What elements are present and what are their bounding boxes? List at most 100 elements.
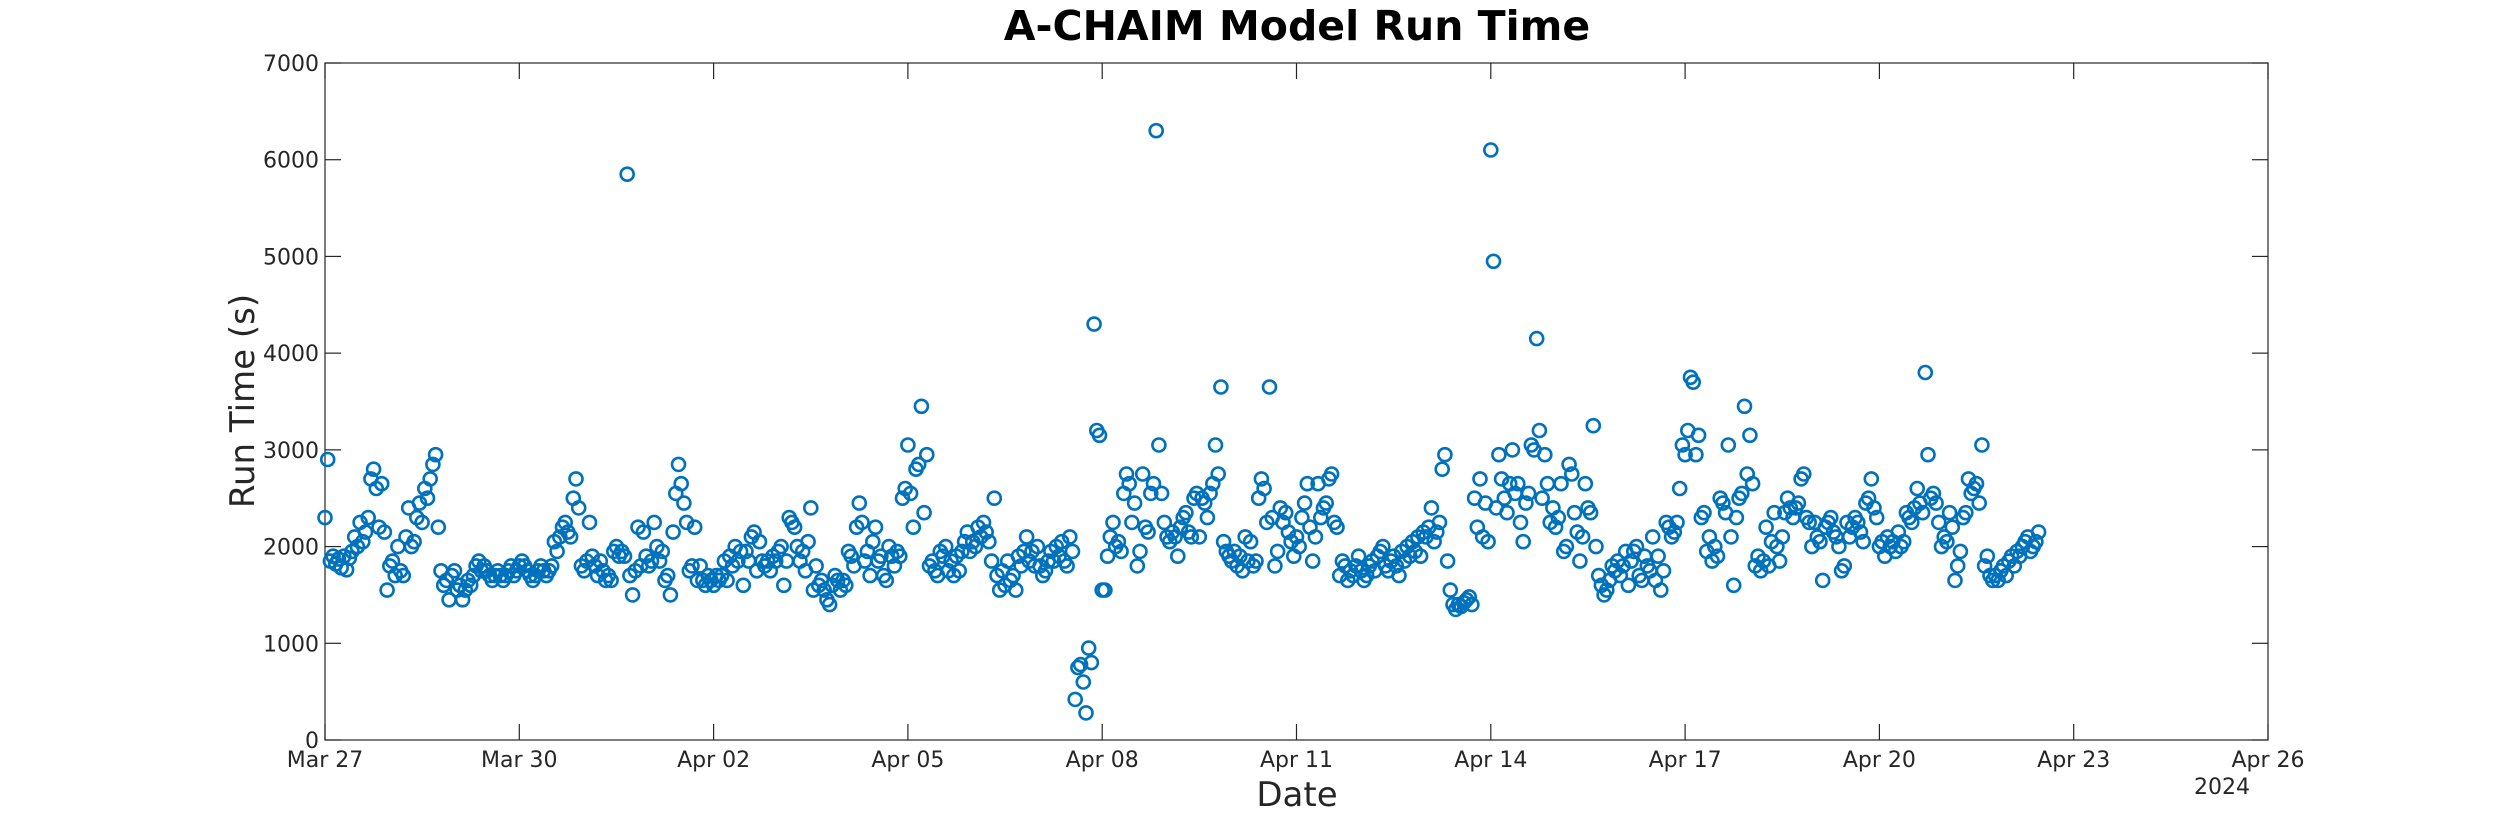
- data-point: [775, 577, 792, 594]
- y-tick-label: 0: [305, 729, 319, 754]
- data-point: [1958, 504, 1974, 521]
- data-point: [646, 514, 663, 531]
- data-point: [773, 538, 789, 555]
- data-point: [1553, 475, 1569, 492]
- x-tick-label: Apr 17: [1649, 748, 1722, 773]
- data-point: [983, 553, 1000, 569]
- data-point: [1928, 495, 1944, 511]
- data-point: [1895, 533, 1912, 550]
- data-point: [659, 567, 676, 584]
- data-point: [1917, 364, 1934, 381]
- data-point: [1472, 471, 1488, 487]
- y-axis: 0 1000 2000 3000 4000 5000 6000 7000: [263, 52, 2268, 754]
- data-point: [635, 524, 652, 540]
- data-point: [1126, 495, 1143, 511]
- data-point: [1329, 519, 1345, 536]
- data-point: [1067, 691, 1083, 708]
- data-point: [1941, 504, 1958, 521]
- data-point: [1696, 504, 1712, 521]
- data-point: [354, 533, 371, 550]
- data-point: [1269, 543, 1286, 560]
- data-point: [1939, 533, 1955, 550]
- data-point: [1628, 538, 1645, 555]
- data-point: [419, 490, 436, 507]
- data-point: [1836, 558, 1853, 574]
- data-point: [816, 582, 833, 598]
- data-point: [1550, 509, 1567, 526]
- data-point: [1215, 533, 1232, 550]
- data-point: [1213, 379, 1229, 395]
- data-point: [678, 514, 695, 531]
- data-point: [422, 471, 439, 487]
- data-point: [891, 548, 908, 565]
- data-point: [1461, 589, 1477, 605]
- data-point: [427, 446, 444, 463]
- data-point: [1547, 519, 1564, 536]
- data-point: [1288, 529, 1305, 545]
- data-point: [549, 543, 565, 560]
- data-point: [1558, 538, 1575, 555]
- data-point: [1725, 577, 1742, 594]
- data-point: [1685, 374, 1701, 391]
- data-point: [851, 495, 868, 511]
- data-point: [662, 587, 679, 603]
- data-point: [1140, 524, 1156, 540]
- data-point: [1439, 553, 1456, 569]
- data-point: [1585, 417, 1602, 434]
- x-tick-label: Mar 30: [481, 748, 558, 773]
- data-point: [1018, 529, 1035, 545]
- data-point: [867, 519, 884, 536]
- data-point: [1296, 495, 1313, 511]
- data-point: [1720, 437, 1737, 453]
- x-tick-label: Apr 02: [677, 748, 750, 773]
- data-point: [1207, 437, 1224, 453]
- data-point: [1134, 466, 1151, 482]
- data-point: [1518, 495, 1534, 511]
- data-point: [1534, 490, 1550, 507]
- data-point: [1191, 529, 1208, 545]
- data-point: [1944, 519, 1961, 536]
- data-point: [1118, 466, 1135, 482]
- data-point: [1070, 659, 1086, 676]
- data-point: [808, 558, 824, 574]
- data-point: [1537, 446, 1553, 463]
- data-point: [651, 553, 668, 569]
- data-point: [878, 572, 895, 589]
- data-point: [951, 562, 968, 579]
- data-point: [910, 456, 927, 473]
- data-point: [800, 533, 816, 550]
- data-point: [843, 548, 860, 565]
- data-point: [406, 533, 422, 550]
- data-point: [1674, 437, 1691, 453]
- data-point: [1979, 548, 1996, 565]
- data-point: [1232, 548, 1248, 565]
- data-point: [1388, 558, 1405, 574]
- x-tick-label: Apr 23: [2037, 748, 2110, 773]
- data-point: [1099, 548, 1116, 565]
- data-point: [1574, 529, 1591, 545]
- data-point: [2030, 524, 2047, 540]
- data-point: [1572, 553, 1588, 569]
- data-point: [1931, 514, 1947, 531]
- data-point: [873, 548, 889, 565]
- data-point: [1925, 485, 1942, 502]
- data-point: [1947, 572, 1963, 589]
- data-point: [1172, 519, 1189, 536]
- data-point: [1375, 538, 1391, 555]
- data-point: [619, 166, 636, 182]
- data-point: [1267, 558, 1283, 574]
- data-point: [1156, 514, 1173, 531]
- data-point: [1771, 553, 1788, 569]
- data-point: [1971, 495, 1987, 511]
- x-tick-label: Apr 05: [871, 748, 944, 773]
- data-point: [786, 519, 803, 536]
- data-point: [1588, 538, 1604, 555]
- data-point: [1170, 548, 1186, 565]
- data-point: [673, 475, 690, 492]
- data-point: [1029, 538, 1046, 555]
- y-tick-label: 1000: [263, 632, 319, 657]
- data-point: [1480, 533, 1496, 550]
- data-point: [1277, 504, 1294, 521]
- data-point: [1062, 529, 1078, 545]
